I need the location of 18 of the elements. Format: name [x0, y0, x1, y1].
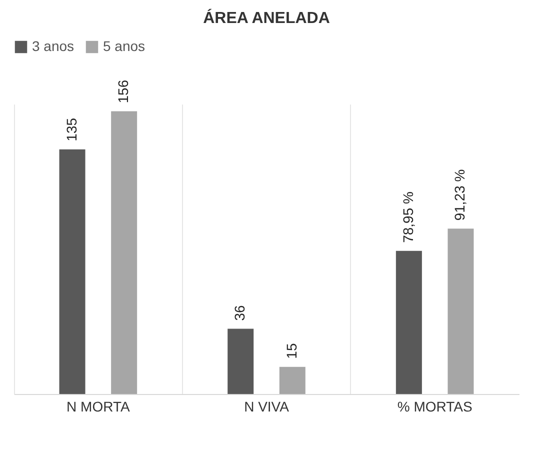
x-tick-label: N VIVA: [244, 398, 290, 414]
bar: [59, 149, 86, 394]
chart-title: ÁREA ANELADA: [203, 8, 330, 27]
data-label: 135: [63, 118, 80, 142]
x-tick-label: % MORTAS: [397, 398, 472, 414]
legend-label: 3 anos: [32, 38, 74, 54]
bar: [279, 366, 306, 394]
data-label: 156: [115, 80, 132, 104]
bar: [396, 250, 422, 394]
data-label: 15: [283, 343, 300, 359]
x-tick-label: N MORTA: [66, 398, 130, 414]
bar: [111, 111, 138, 394]
data-label: 91,23 %: [452, 169, 468, 221]
bar: [448, 228, 474, 394]
bar: [228, 328, 254, 394]
legend-label: 5 anos: [103, 38, 146, 54]
data-label: 78,95 %: [400, 192, 416, 243]
data-label: 36: [232, 304, 248, 321]
